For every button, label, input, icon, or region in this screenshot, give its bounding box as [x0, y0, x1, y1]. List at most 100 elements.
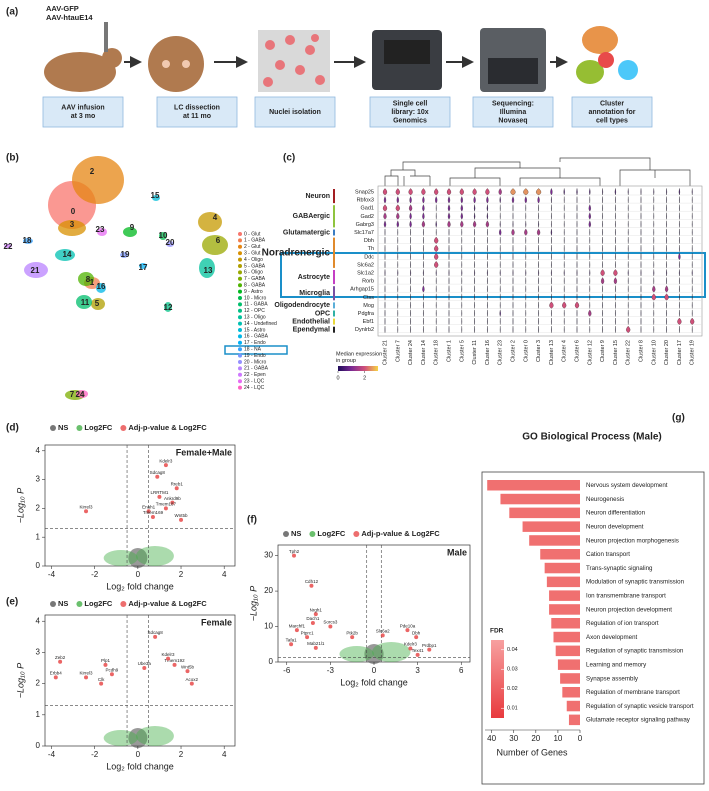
sig-point: [313, 645, 318, 650]
violin: [447, 204, 451, 212]
umap-cluster-label: 21: [31, 266, 40, 275]
y-tick-label: 3: [36, 648, 41, 657]
violin: [499, 220, 501, 228]
cluster-label: Cluster 12: [587, 340, 593, 365]
y-tick-label: 3: [36, 475, 41, 484]
group-label: OPC: [315, 310, 330, 317]
violin: [435, 220, 437, 228]
gene-label: Pdgfra: [358, 311, 375, 317]
violin: [459, 188, 464, 196]
x-tick-label: -4: [48, 750, 56, 759]
violin: [600, 269, 605, 277]
legend-swatch: [238, 270, 242, 275]
step-label: Single cell: [393, 100, 428, 107]
sig-point: [189, 681, 194, 686]
step-box: [472, 96, 554, 128]
gene-label: Dbh: [364, 238, 374, 244]
y-tick-label: 30: [264, 551, 273, 560]
cluster-label: Cluster 11: [472, 340, 478, 365]
umap-cluster-label: 8: [86, 275, 91, 284]
head-icon: [148, 36, 204, 92]
sig-point: [414, 635, 419, 640]
violin: [588, 309, 592, 317]
gene-label: Arhgap15: [350, 287, 374, 293]
category-label: Neurogenesis: [586, 496, 624, 503]
violin: [486, 212, 489, 220]
point-label: Wnt5b: [175, 513, 189, 518]
sig-point: [174, 486, 179, 491]
y-tick-label: 20: [264, 586, 273, 595]
legend-label: 10 - Micro: [244, 295, 266, 301]
point-label: Tph2: [289, 549, 300, 554]
umap-cluster: [120, 252, 128, 258]
x-tick-label: -4: [48, 570, 56, 579]
step-box: [156, 96, 238, 128]
point-label: Sdcag8: [147, 630, 163, 635]
colorbar: [338, 366, 378, 371]
violin: [652, 285, 656, 293]
legend-swatch: [238, 283, 242, 288]
x-tick-label: 4: [222, 570, 227, 579]
violin: [550, 196, 552, 204]
violin: [395, 204, 400, 212]
violin: [408, 204, 413, 212]
category-label: Regulation of membrane transport: [586, 689, 680, 696]
violin: [383, 220, 387, 228]
sig-point: [103, 662, 108, 667]
umap-cluster: [198, 212, 222, 232]
colorbar-title: Median expression: [336, 351, 382, 357]
violin: [486, 196, 489, 204]
y-axis-label: −Log₁₀ P: [248, 586, 258, 621]
umap-cluster-label: 9: [130, 223, 135, 232]
sig-point: [310, 621, 315, 625]
violin: [627, 188, 629, 196]
step-label: at 3 mo: [71, 113, 96, 120]
umap-cluster: [4, 244, 12, 248]
gene-label: Ebf1: [363, 319, 374, 325]
legend-label: 2 - Glut: [244, 244, 261, 250]
ns-cloud: [128, 728, 148, 748]
violin: [690, 317, 695, 325]
legend-swatch: [238, 340, 242, 345]
violin: [434, 261, 439, 269]
legend-label: 1 - GABA: [244, 238, 266, 244]
bar: [557, 659, 580, 670]
violin: [524, 196, 527, 204]
violin: [550, 269, 552, 277]
violin: [525, 220, 527, 228]
x-tick-label: 0: [578, 734, 583, 743]
legend-swatch: [238, 302, 242, 307]
violin: [499, 228, 502, 236]
sig-point: [157, 494, 162, 499]
violin: [409, 212, 412, 220]
cluster-label: Cluster 23: [498, 340, 504, 365]
cluster-blob: [576, 60, 604, 84]
sig-point: [313, 612, 318, 617]
violin: [538, 269, 540, 277]
violin: [640, 188, 642, 196]
gene-label: Rbfox3: [357, 198, 374, 204]
legend-label: Log2FC: [84, 599, 112, 608]
legend-label: 8 - GABA: [244, 283, 266, 289]
panel-a-icons: [44, 22, 638, 92]
legend-label: 21 - GABA: [244, 366, 269, 372]
panel-label: (g): [672, 413, 685, 424]
x-tick-label: -6: [283, 666, 291, 675]
sig-point: [84, 675, 89, 680]
umap-cluster: [91, 298, 105, 310]
legend-swatch: [238, 321, 242, 326]
cluster-label: Cluster 24: [408, 340, 414, 365]
bar: [546, 576, 580, 588]
ns-cloud: [364, 644, 384, 664]
violin: [422, 204, 425, 212]
x-tick-label: 10: [553, 734, 562, 743]
umap-cluster: [55, 249, 75, 261]
legend-label: 6 - Oligo: [244, 270, 263, 276]
umap-cluster-label: 2: [90, 167, 95, 176]
sig-point: [309, 583, 314, 588]
bar: [555, 645, 580, 657]
matrix-frame: [377, 185, 703, 337]
violin: [678, 188, 681, 196]
cluster-label: Cluster 16: [485, 340, 491, 365]
violin: [550, 228, 553, 236]
